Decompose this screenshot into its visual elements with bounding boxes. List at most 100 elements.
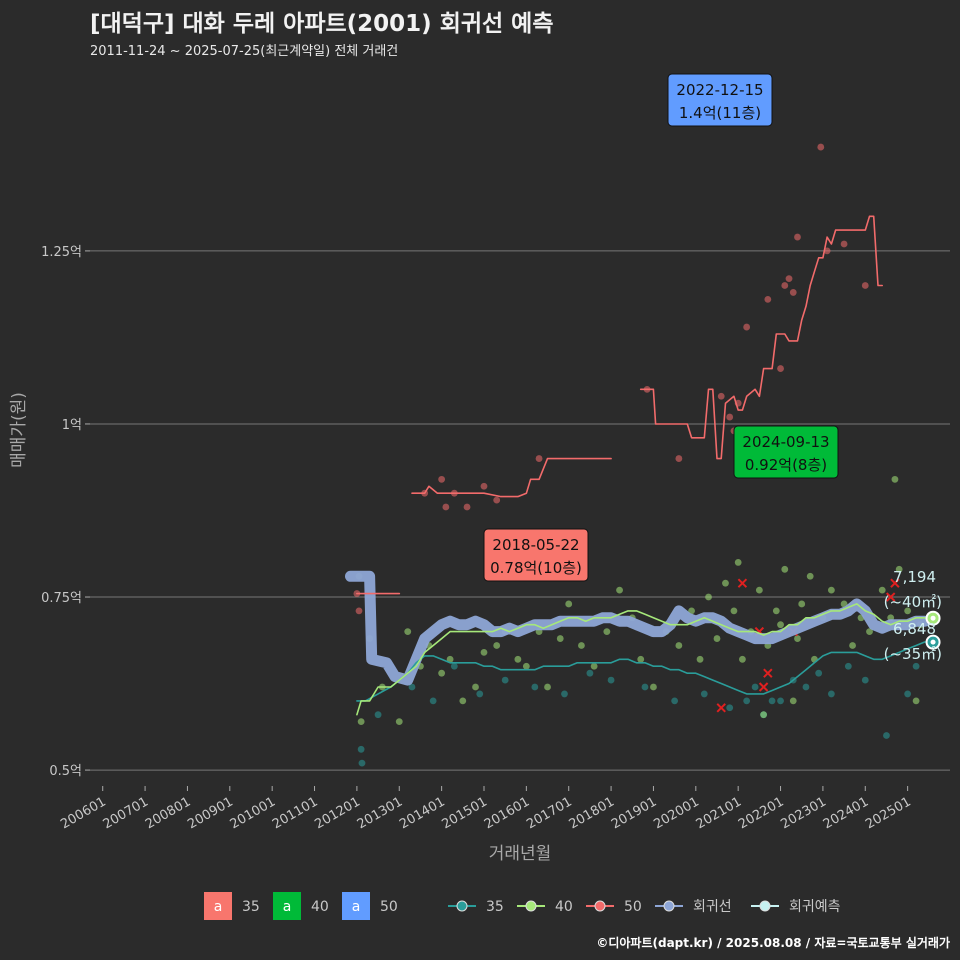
y-tick-label: 1억 [62,418,82,433]
legend-label: 50 [624,899,642,915]
cancelled-deal-marker [737,578,748,588]
point-40 [772,607,780,615]
series-line-35 [356,641,932,702]
point-50 [794,233,801,241]
point-40 [734,559,742,566]
credit-line: ©디아파트(dapt.kr) / 2025.08.08 / 자료=국토교통부 실… [596,936,950,950]
series-line-회귀선 [345,570,931,686]
point-40 [904,607,912,615]
annotation-date: 2022-12-15 [676,81,763,99]
point-40 [878,586,886,594]
x-tick-label: 202001 [651,794,701,832]
point-50 [777,365,784,372]
x-tick-label: 202101 [694,794,744,832]
grid-lines [90,250,950,771]
annotation-value: 0.78억(10층) [490,559,582,577]
point-40 [514,655,522,663]
x-tick-label: 201001 [228,794,278,832]
point-40 [777,621,784,629]
point-35 [531,683,539,691]
legend-label: 40 [311,899,329,915]
point-40 [459,697,467,705]
point-40 [675,642,683,649]
legend-label: 35 [242,899,260,915]
cancelled-deal-marker [758,682,769,692]
point-40 [446,655,454,663]
x-tick-label: 201101 [270,794,320,832]
point-35 [726,704,734,712]
x-axis-label: 거래년월 [489,844,552,864]
point-40 [794,635,801,642]
point-35 [815,669,823,677]
point-35 [561,690,568,698]
point-40 [781,565,789,573]
point-35 [768,697,776,705]
legend-swatch-40 [273,892,301,920]
annotation-box [483,528,589,582]
legend-line-marker [759,900,771,912]
prediction-value: 6,848 [893,620,936,638]
legend-swatch-key: a [214,899,223,915]
series-line-40 [356,603,932,716]
point-40 [760,711,767,719]
legend-label: 35 [486,899,504,915]
point-50 [675,455,683,462]
point-35 [586,669,594,677]
x-tick-label: 201301 [355,794,405,832]
legend-line-marker [594,900,606,912]
prediction-area: (~35㎡) [884,645,942,663]
point-40 [688,607,695,615]
point-50 [355,607,363,615]
point-35 [904,690,912,698]
point-40 [798,600,806,608]
series-line-50 [639,215,883,460]
y-tick-label: 0.5억 [49,764,82,779]
point-40 [866,628,873,636]
annotation-box [733,425,839,479]
point-35 [641,683,649,691]
x-tick-label: 200801 [143,794,193,832]
point-50 [535,455,543,462]
point-40 [522,662,530,670]
y-tick-label: 1.25억 [41,245,82,260]
point-40 [556,635,564,642]
legend-label: 회귀예측 [789,899,841,915]
point-35 [777,697,784,705]
point-40 [849,642,856,649]
x-tick-label: 200901 [185,794,235,832]
annotation-date: 2024-09-13 [742,433,829,451]
cancelled-deal-marker [890,578,900,588]
point-35 [861,676,869,684]
annotations: 7,194 (~40㎡) 6,848 (~35㎡) 2022-12-15 1.4억(11층… [483,73,942,663]
x-tick-label: 201801 [567,794,617,832]
point-35 [357,745,365,753]
point-40 [722,579,729,587]
point-40 [840,600,848,608]
point-40 [755,586,763,594]
point-40 [637,655,645,663]
x-tick-label: 202501 [863,794,913,832]
annotation-value: 0.92억(8층) [745,456,827,474]
point-50 [861,282,869,289]
point-50 [442,503,450,511]
cancelled-deal-marker [885,592,896,602]
point-35 [501,676,509,684]
y-axis-label: 매매가(원) [9,392,29,468]
x-tick-label: 201701 [524,794,574,832]
point-50 [463,503,471,511]
series-lines [345,215,932,716]
cancelled-deal-marker [763,668,773,678]
annotation-box [667,73,773,127]
point-50 [785,275,793,282]
point-40 [404,628,412,636]
legend-label: 40 [555,899,573,915]
point-35 [408,683,416,691]
point-40 [806,572,814,580]
chart-subtitle: 2011-11-24 ~ 2025-07-25(최근계약일) 전체 거래건 [90,44,399,59]
annotation-date: 2018-05-22 [492,536,579,554]
point-50 [817,143,825,151]
legend-label: 50 [380,899,398,915]
point-35 [844,662,852,670]
point-40 [730,607,738,615]
point-35 [607,676,615,684]
